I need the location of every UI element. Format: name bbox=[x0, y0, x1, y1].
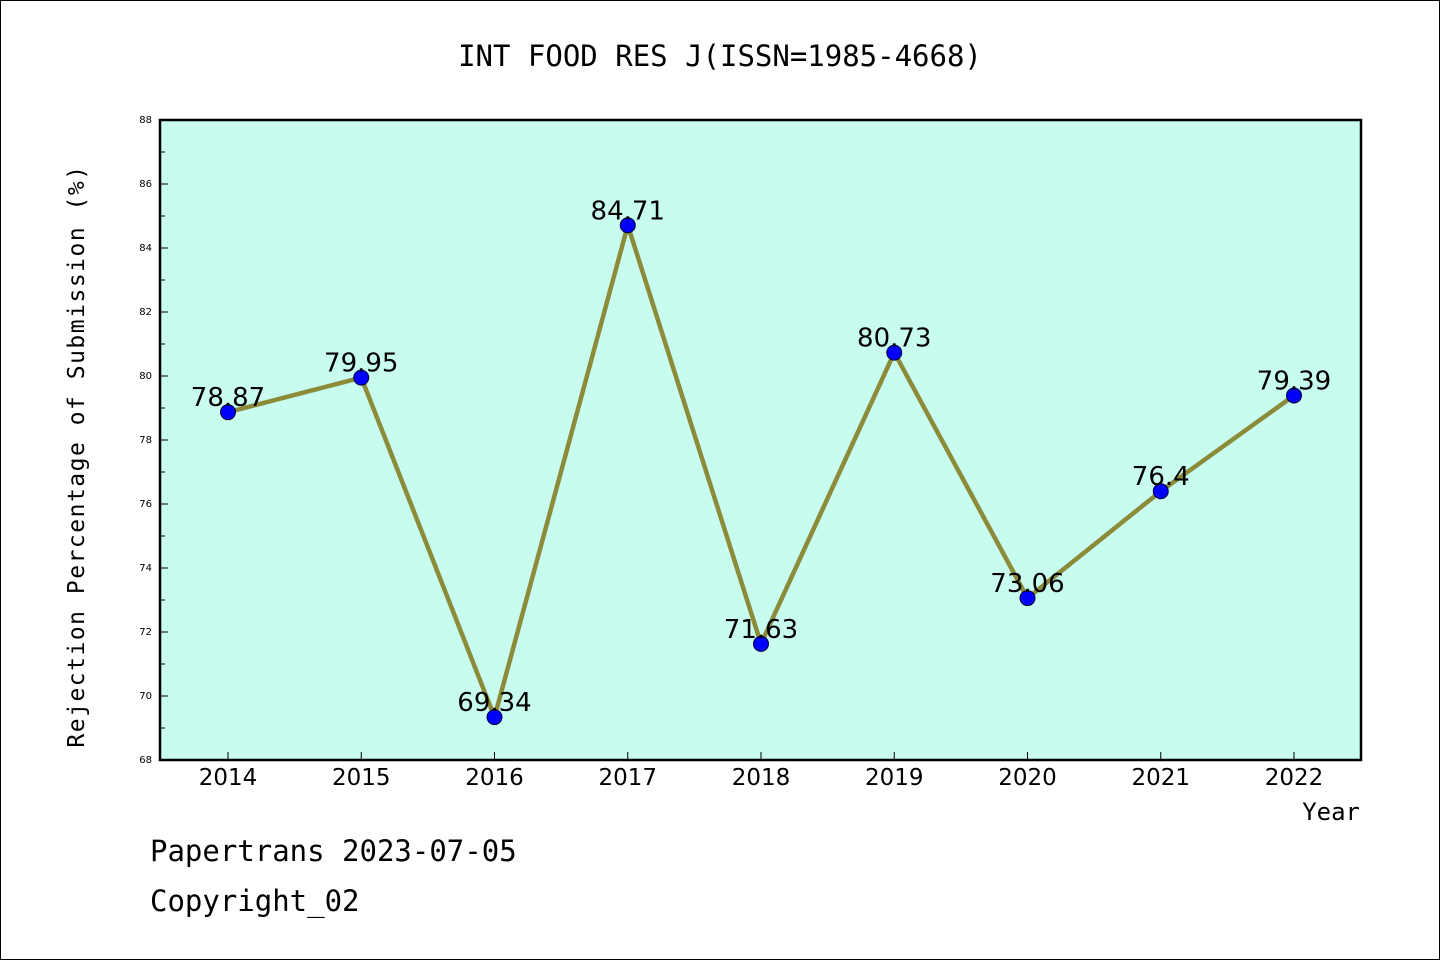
plot-area bbox=[158, 118, 1363, 762]
x-axis-label: Year bbox=[1302, 798, 1360, 826]
data-label: 76.4 bbox=[1132, 462, 1190, 492]
y-tick-label: 82 bbox=[139, 307, 152, 318]
data-point bbox=[619, 217, 636, 234]
x-tick-label: 2015 bbox=[332, 765, 391, 791]
y-tick-label: 76 bbox=[139, 499, 152, 510]
data-label: 80.73 bbox=[857, 324, 931, 354]
x-tick-label: 2019 bbox=[865, 765, 924, 791]
x-axis: 2014 2015 2016 2017 2018 2019 2020 2021 2022 bbox=[199, 752, 1324, 791]
data-labels: 78.87 79.95 69.34 84.71 71.63 80.73 73.06 76.4 7… bbox=[191, 196, 1331, 718]
y-axis-label: Rejection Percentage of Submission (%) bbox=[64, 164, 90, 747]
data-label: 79.39 bbox=[1257, 367, 1331, 397]
data-point bbox=[1019, 590, 1036, 607]
y-tick-label: 74 bbox=[139, 563, 152, 574]
x-tick-label: 2016 bbox=[465, 765, 524, 791]
data-point bbox=[753, 635, 769, 652]
y-tick-label: 84 bbox=[139, 243, 152, 254]
footer-source: Papertrans 2023-07-05 bbox=[150, 834, 517, 868]
y-tick-label: 80 bbox=[139, 371, 152, 382]
y-tick-label: 68 bbox=[139, 755, 152, 766]
data-point bbox=[486, 709, 503, 726]
x-tick-label: 2020 bbox=[998, 765, 1057, 791]
data-label: 84.71 bbox=[591, 196, 665, 226]
y-tick-label: 72 bbox=[139, 627, 152, 638]
x-tick-label: 2017 bbox=[598, 765, 657, 791]
data-label: 69.34 bbox=[457, 688, 531, 718]
data-point bbox=[1286, 387, 1302, 404]
x-tick-label: 2014 bbox=[199, 765, 258, 791]
footer-copyright: Copyright_02 bbox=[150, 884, 360, 918]
data-label: 73.06 bbox=[990, 569, 1064, 599]
data-label: 79.95 bbox=[324, 349, 398, 379]
y-tick-label: 86 bbox=[139, 179, 152, 190]
x-tick-label: 2022 bbox=[1265, 765, 1324, 791]
data-label: 71.63 bbox=[724, 615, 798, 645]
x-tick-label: 2018 bbox=[732, 765, 791, 791]
x-tick-label: 2021 bbox=[1131, 765, 1190, 791]
data-point bbox=[220, 404, 236, 421]
y-axis: 68 70 72 74 76 78 80 82 84 86 88 bbox=[139, 115, 168, 766]
data-point bbox=[1152, 483, 1169, 500]
y-tick-label: 88 bbox=[139, 115, 152, 126]
data-markers bbox=[220, 217, 1302, 726]
y-tick-label: 78 bbox=[139, 435, 152, 446]
y-tick-label: 70 bbox=[139, 691, 152, 702]
data-point bbox=[353, 369, 370, 386]
chart-title: INT FOOD RES J(ISSN=1985-4668) bbox=[458, 39, 982, 73]
data-label: 78.87 bbox=[191, 383, 265, 413]
data-point bbox=[886, 344, 903, 361]
